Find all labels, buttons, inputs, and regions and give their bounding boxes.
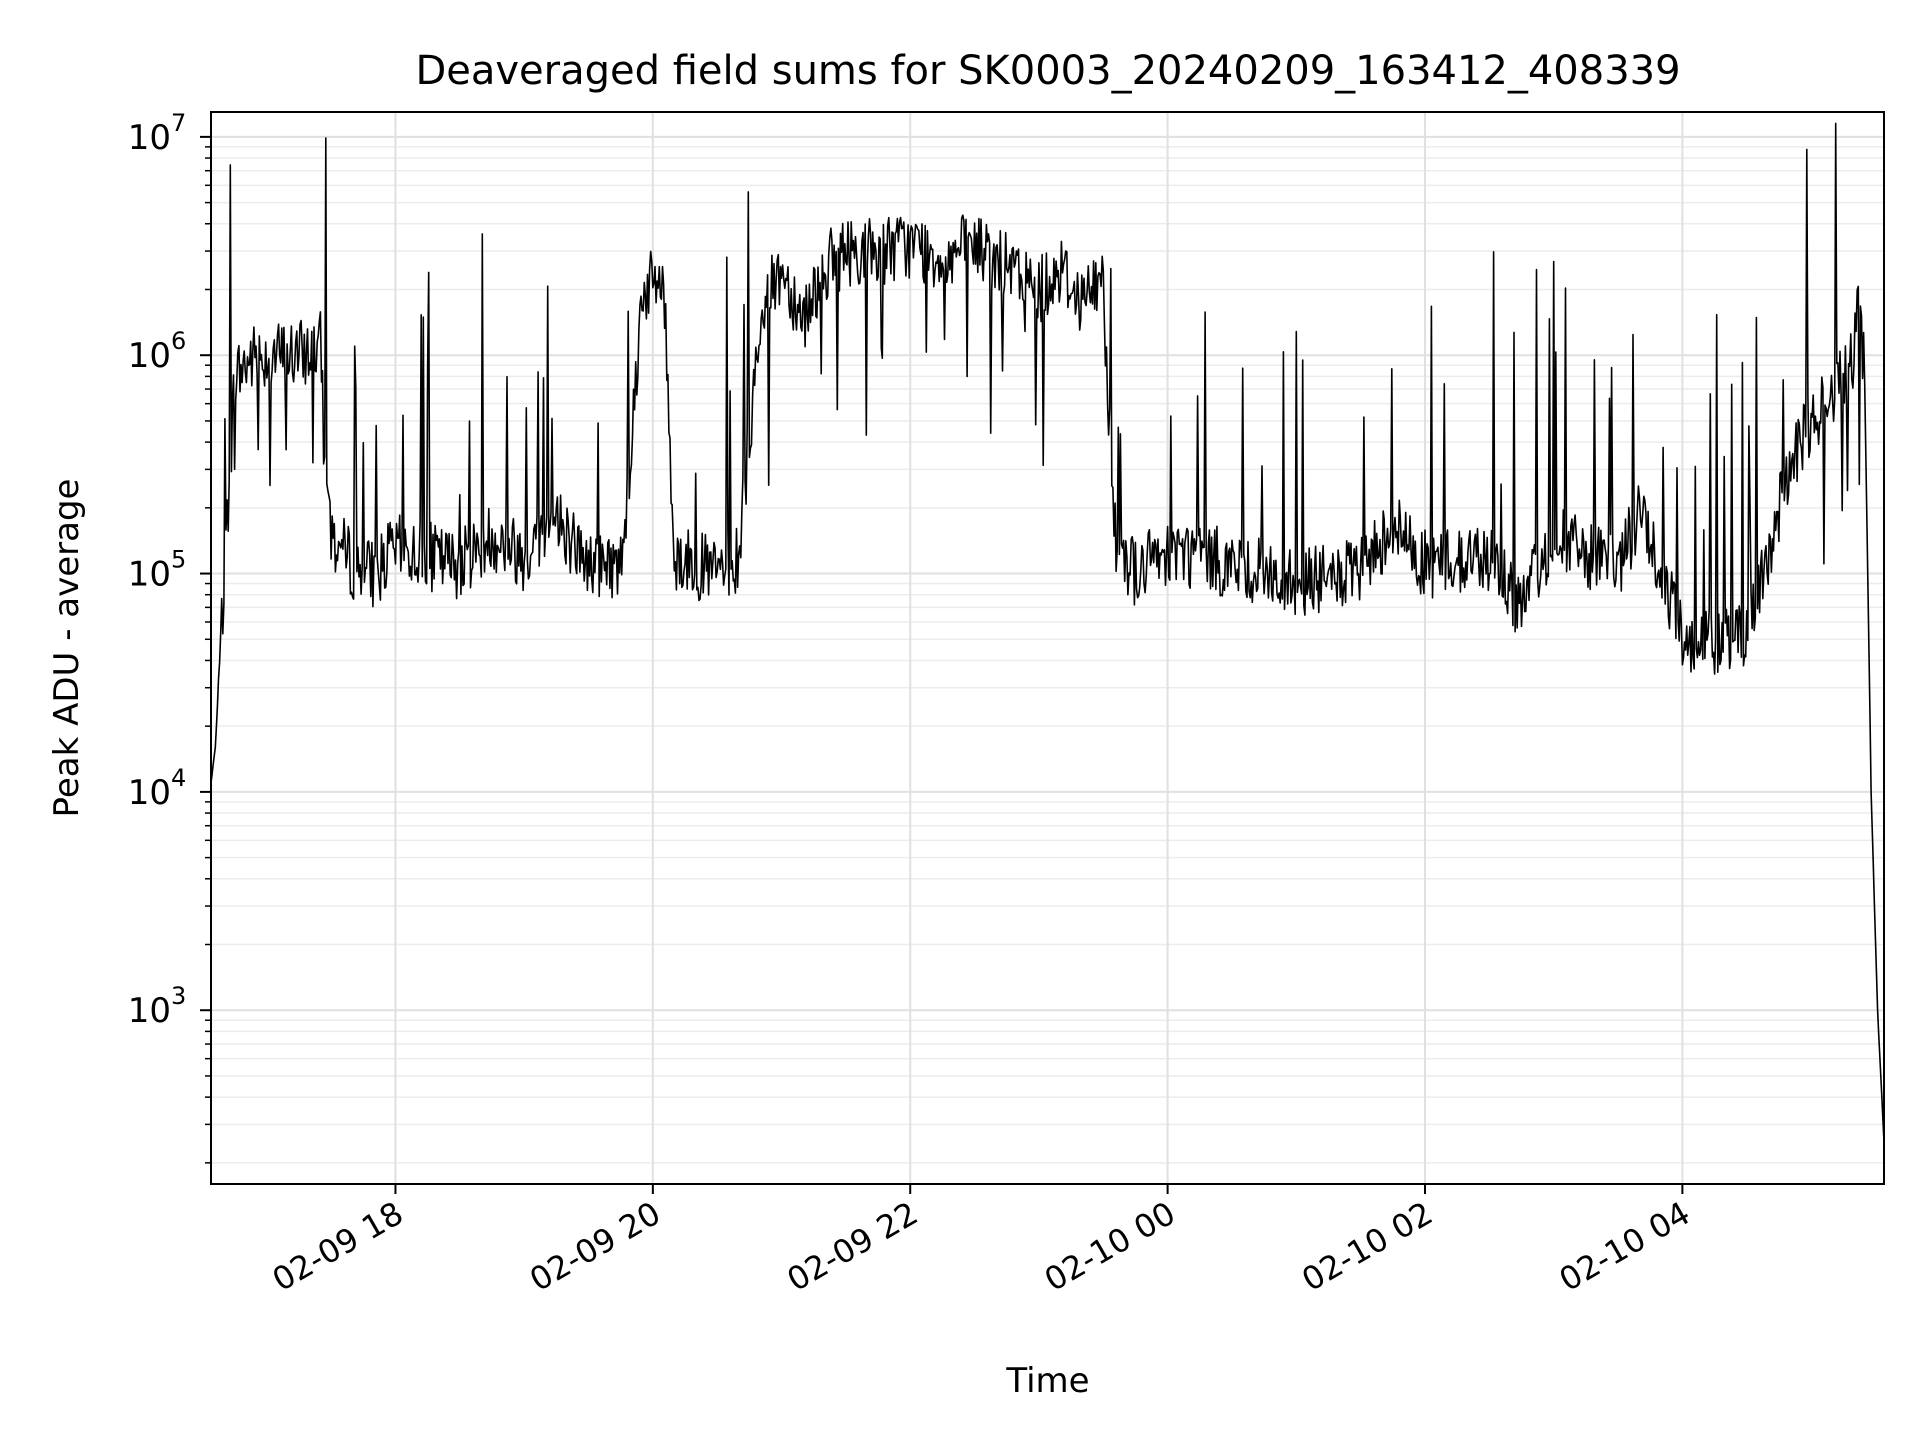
y-tick-label: 10 [128, 555, 171, 595]
y-tick-base: 10 [128, 991, 171, 1031]
grid-lines [211, 112, 1884, 1184]
y-tick-exponent: 6 [171, 327, 186, 355]
y-tick-label: 10 [128, 336, 171, 376]
plot-frame [210, 111, 1885, 1185]
y-tick-exponent: 4 [171, 764, 186, 792]
y-tick-base: 10 [128, 773, 171, 813]
y-tick-exponent: 7 [171, 109, 186, 137]
series-group [210, 122, 1885, 1142]
y-tick-base: 10 [128, 118, 171, 158]
y-tick-exponent: 3 [171, 982, 186, 1010]
chart-title: Deaveraged field sums for SK0003_2024020… [415, 48, 1680, 94]
y-tick-label: 10 [128, 991, 171, 1031]
x-axis-label: Time [1005, 1361, 1089, 1401]
y-tick-base: 10 [128, 555, 171, 595]
y-tick-exponent: 5 [171, 546, 186, 574]
y-tick-label: 10 [128, 773, 171, 813]
y-tick-label: 10 [128, 118, 171, 158]
y-axis-label: Peak ADU - average [47, 479, 87, 818]
y-tick-base: 10 [128, 336, 171, 376]
series-line [210, 122, 1885, 1142]
